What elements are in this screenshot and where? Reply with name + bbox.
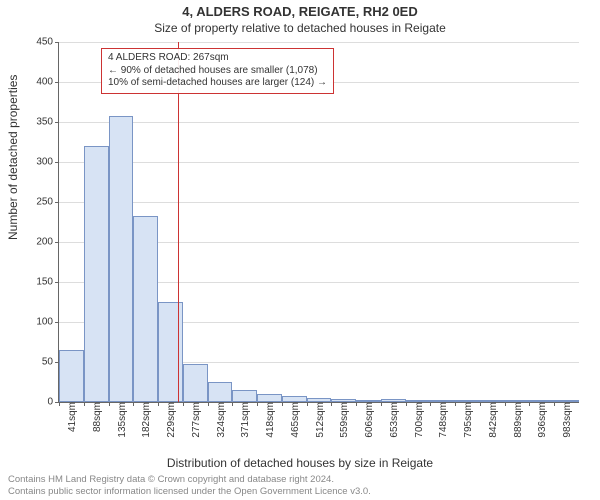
x-tick <box>307 402 308 406</box>
gridline <box>59 202 579 203</box>
x-tick <box>232 402 233 406</box>
histogram-bar <box>59 350 84 402</box>
gridline <box>59 122 579 123</box>
footer-attribution: Contains HM Land Registry data © Crown c… <box>8 474 371 498</box>
x-tick <box>430 402 431 406</box>
annotation-box: 4 ALDERS ROAD: 267sqm← 90% of detached h… <box>101 48 334 94</box>
chart-title-sub: Size of property relative to detached ho… <box>0 19 600 35</box>
x-tick <box>208 402 209 406</box>
x-tick-label: 465sqm <box>286 402 301 438</box>
histogram-bar <box>133 216 158 402</box>
y-tick-label: 350 <box>36 117 59 128</box>
x-tick-label: 324sqm <box>212 402 227 438</box>
y-tick-label: 50 <box>42 357 59 368</box>
x-tick <box>183 402 184 406</box>
footer-line1: Contains HM Land Registry data © Crown c… <box>8 474 371 486</box>
y-tick-label: 100 <box>36 317 59 328</box>
y-tick-label: 150 <box>36 277 59 288</box>
annotation-line2: ← 90% of detached houses are smaller (1,… <box>108 65 327 78</box>
x-tick-label: 88sqm <box>88 402 103 432</box>
x-tick-label: 182sqm <box>137 402 152 438</box>
y-tick-label: 250 <box>36 197 59 208</box>
x-tick-label: 983sqm <box>558 402 573 438</box>
x-tick <box>381 402 382 406</box>
x-tick-label: 559sqm <box>335 402 350 438</box>
x-tick-label: 277sqm <box>187 402 202 438</box>
gridline <box>59 162 579 163</box>
x-tick-label: 795sqm <box>459 402 474 438</box>
histogram-bar <box>109 116 134 402</box>
x-tick <box>455 402 456 406</box>
x-tick-label: 653sqm <box>385 402 400 438</box>
y-tick-label: 0 <box>47 397 59 408</box>
histogram-bar <box>158 302 183 402</box>
x-tick-label: 936sqm <box>533 402 548 438</box>
y-tick-label: 450 <box>36 37 59 48</box>
x-tick <box>356 402 357 406</box>
x-tick-label: 606sqm <box>360 402 375 438</box>
x-tick <box>505 402 506 406</box>
y-tick-label: 400 <box>36 77 59 88</box>
x-tick-label: 889sqm <box>509 402 524 438</box>
x-tick <box>109 402 110 406</box>
annotation-line1: 4 ALDERS ROAD: 267sqm <box>108 52 327 65</box>
plot-area: 05010015020025030035040045041sqm88sqm135… <box>58 42 579 403</box>
x-tick <box>84 402 85 406</box>
x-tick-label: 371sqm <box>236 402 251 438</box>
x-tick <box>257 402 258 406</box>
x-tick-label: 418sqm <box>261 402 276 438</box>
x-tick-label: 748sqm <box>434 402 449 438</box>
histogram-bar <box>208 382 233 402</box>
x-tick-label: 41sqm <box>63 402 78 432</box>
marker-line <box>178 42 179 402</box>
x-tick-label: 842sqm <box>484 402 499 438</box>
footer-line2: Contains public sector information licen… <box>8 486 371 498</box>
histogram-bar <box>84 146 109 402</box>
x-tick <box>480 402 481 406</box>
x-tick <box>331 402 332 406</box>
x-tick <box>59 402 60 406</box>
gridline <box>59 42 579 43</box>
histogram-bar <box>232 390 257 402</box>
x-tick-label: 512sqm <box>311 402 326 438</box>
annotation-line3: 10% of semi-detached houses are larger (… <box>108 77 327 90</box>
x-tick-label: 135sqm <box>113 402 128 438</box>
y-tick-label: 200 <box>36 237 59 248</box>
x-tick-label: 229sqm <box>162 402 177 438</box>
x-tick <box>406 402 407 406</box>
histogram-bar <box>183 364 208 402</box>
y-axis-label: Number of detached properties <box>6 75 20 240</box>
x-tick <box>529 402 530 406</box>
y-tick-label: 300 <box>36 157 59 168</box>
x-tick <box>133 402 134 406</box>
histogram-bar <box>257 394 282 402</box>
x-tick <box>554 402 555 406</box>
x-axis-label: Distribution of detached houses by size … <box>0 456 600 470</box>
x-tick <box>282 402 283 406</box>
x-tick-label: 700sqm <box>410 402 425 438</box>
chart-title-main: 4, ALDERS ROAD, REIGATE, RH2 0ED <box>0 0 600 19</box>
x-tick <box>158 402 159 406</box>
